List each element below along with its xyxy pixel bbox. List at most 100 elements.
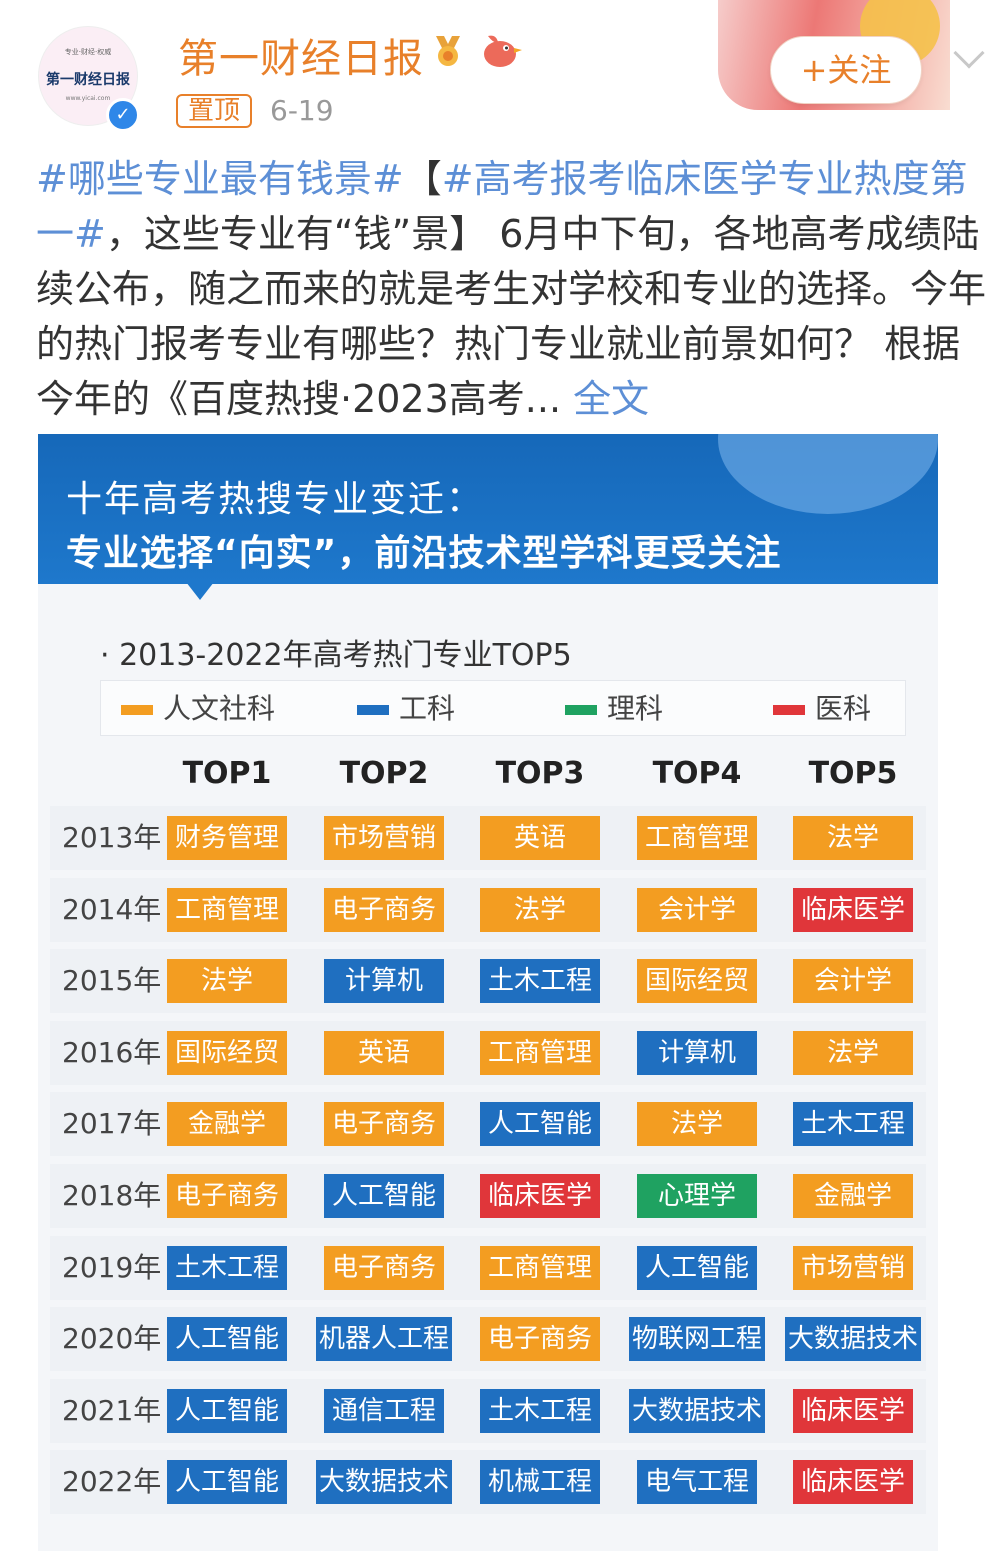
major-cell: 心理学 [637, 1174, 757, 1218]
pin-badge: 置顶 [176, 94, 253, 128]
legend-label: 理科 [607, 692, 664, 725]
legend-item-medical: 医科 [773, 681, 871, 737]
avatar-small-text: 专业·财经·权威 [64, 48, 112, 56]
major-cell: 国际经贸 [167, 1030, 287, 1075]
row-year: 2016年 [62, 1035, 162, 1069]
row-year: 2021年 [62, 1393, 162, 1427]
hashtag-link[interactable]: #哪些专业最有钱景# [36, 157, 404, 201]
post-date: 6-19 [270, 94, 334, 127]
major-cell: 通信工程 [324, 1388, 444, 1433]
major-cell: 土木工程 [480, 959, 600, 1004]
column-header-top5: TOP5 [808, 756, 898, 791]
major-cell: 法学 [793, 816, 913, 860]
legend-swatch [121, 705, 153, 715]
row-year: 2014年 [62, 892, 162, 926]
legend-item-engineering: 工科 [357, 681, 455, 737]
major-cell: 金融学 [793, 1174, 913, 1218]
banner-title: 十年高考热搜专业变迁： [66, 479, 485, 520]
major-cell: 大数据技术 [316, 1460, 452, 1505]
major-cell: 土木工程 [167, 1245, 287, 1290]
bird-icon [484, 35, 522, 67]
major-cell: 大数据技术 [629, 1388, 765, 1433]
post-header: 专业·财经·权威 第一财经日报 www.yicai.com ✓ 第一财经日报 置… [0, 0, 1008, 150]
row-year: 2022年 [62, 1465, 162, 1499]
major-cell: 机械工程 [480, 1460, 600, 1505]
chart-title: · 2013-2022年高考热门专业TOP5 [100, 638, 572, 673]
infographic-banner: 十年高考热搜专业变迁： 专业选择“向实”，前沿技术型学科更受关注 [38, 434, 938, 584]
major-cell: 人工智能 [167, 1317, 287, 1362]
legend-item-humanities: 人文社科 [121, 681, 275, 737]
verified-icon: ✓ [106, 98, 140, 132]
major-cell: 会计学 [637, 887, 757, 932]
legend-swatch [357, 705, 389, 715]
banner-glow [718, 434, 938, 514]
major-cell: 大数据技术 [785, 1317, 921, 1362]
row-year: 2013年 [62, 821, 162, 854]
post-body: ，这些专业有“钱”景】 6月中下旬，各地高考成绩陆续公布，随之而来的就是考生对学… [36, 212, 987, 421]
avatar-logo-text: 第一财经日报 [46, 72, 130, 88]
legend-swatch [773, 705, 805, 715]
major-cell: 工商管理 [637, 816, 757, 860]
legend-item-science: 理科 [565, 681, 663, 737]
major-cell: 电子商务 [324, 1245, 444, 1290]
column-header-top4: TOP4 [652, 756, 742, 791]
read-more-link[interactable]: 全文 [561, 377, 650, 421]
major-cell: 计算机 [324, 959, 444, 1004]
major-cell: 法学 [637, 1102, 757, 1147]
legend-label: 人文社科 [163, 692, 276, 725]
major-cell: 电子商务 [324, 1102, 444, 1147]
major-cell: 财务管理 [167, 816, 287, 860]
legend-label: 工科 [399, 692, 456, 725]
major-cell: 电子商务 [167, 1174, 287, 1218]
major-cell: 人工智能 [480, 1102, 600, 1147]
major-cell: 工商管理 [480, 1245, 600, 1290]
major-cell: 工商管理 [167, 887, 287, 932]
chevron-down-icon[interactable] [953, 37, 985, 69]
medal-icon [436, 36, 460, 66]
major-cell: 人工智能 [637, 1245, 757, 1290]
major-cell: 物联网工程 [629, 1317, 765, 1362]
major-cell: 市场营销 [793, 1245, 913, 1290]
major-cell: 法学 [480, 887, 600, 932]
row-year: 2015年 [62, 964, 162, 998]
major-cell: 土木工程 [793, 1102, 913, 1147]
major-cell: 机器人工程 [316, 1317, 452, 1362]
legend-label: 医科 [815, 692, 872, 725]
major-cell: 临床医学 [793, 887, 913, 932]
banner-pointer [186, 582, 214, 600]
major-cell: 市场营销 [324, 816, 444, 860]
avatar[interactable]: 专业·财经·权威 第一财经日报 www.yicai.com [38, 26, 138, 126]
major-cell: 法学 [167, 959, 287, 1004]
row-year: 2018年 [62, 1179, 162, 1212]
major-cell: 计算机 [637, 1030, 757, 1075]
post-image[interactable]: 十年高考热搜专业变迁： 专业选择“向实”，前沿技术型学科更受关注 · 2013-… [38, 434, 938, 1551]
major-cell: 土木工程 [480, 1388, 600, 1433]
hashtag-link-2[interactable]: #高考报考临床医学专业热度第一# [36, 157, 968, 256]
column-header-top3: TOP3 [495, 756, 585, 791]
follow-button[interactable]: +关注 [770, 36, 922, 104]
major-cell: 临床医学 [793, 1388, 913, 1433]
row-year: 2019年 [62, 1250, 162, 1284]
major-cell: 人工智能 [167, 1460, 287, 1505]
major-cell: 电气工程 [637, 1460, 757, 1505]
major-cell: 会计学 [793, 959, 913, 1004]
major-cell: 人工智能 [167, 1388, 287, 1433]
column-header-top1: TOP1 [182, 756, 272, 791]
legend-swatch [565, 705, 597, 715]
avatar-url-text: www.yicai.com [65, 95, 111, 102]
major-cell: 金融学 [167, 1102, 287, 1147]
major-cell: 临床医学 [793, 1460, 913, 1505]
major-cell: 英语 [480, 816, 600, 860]
major-cell: 临床医学 [480, 1174, 600, 1218]
major-cell: 电子商务 [324, 887, 444, 932]
row-year: 2020年 [62, 1322, 162, 1356]
major-cell: 人工智能 [324, 1174, 444, 1218]
bracket-open: 【 [403, 157, 442, 201]
username[interactable]: 第一财经日报 [178, 36, 424, 82]
banner-subtitle: 专业选择“向实”，前沿技术型学科更受关注 [66, 533, 782, 574]
row-year: 2017年 [62, 1107, 162, 1141]
legend: 人文社科 工科 理科 医科 [100, 680, 906, 736]
major-cell: 法学 [793, 1030, 913, 1075]
major-cell: 工商管理 [480, 1030, 600, 1075]
post-text: #哪些专业最有钱景#【#高考报考临床医学专业热度第一#，这些专业有“钱”景】 6… [36, 152, 986, 427]
